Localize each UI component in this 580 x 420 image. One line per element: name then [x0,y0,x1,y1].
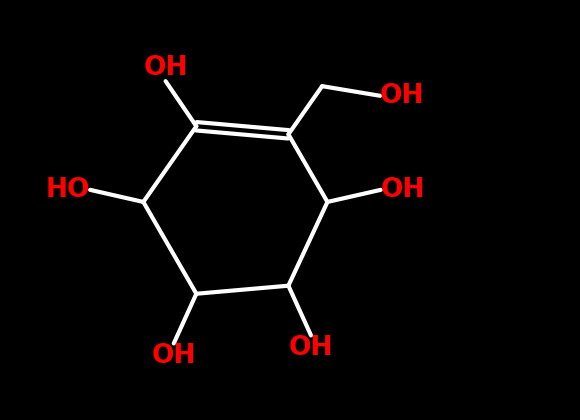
Text: OH: OH [380,177,425,203]
Text: OH: OH [289,336,333,361]
Text: HO: HO [46,177,90,203]
Text: OH: OH [143,55,188,81]
Text: OH: OH [380,83,425,109]
Text: OH: OH [151,344,196,370]
